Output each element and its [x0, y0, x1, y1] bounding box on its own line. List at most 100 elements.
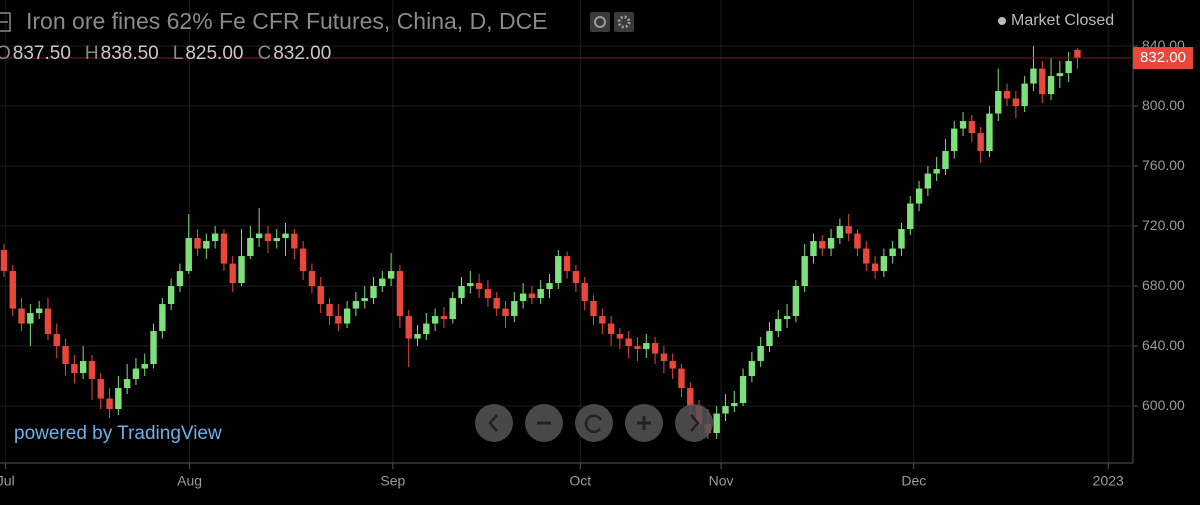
- candle-body: [924, 173, 932, 189]
- candle-body: [308, 271, 316, 287]
- y-tick-label: 640.00: [1142, 337, 1185, 353]
- candle-body: [1030, 68, 1037, 84]
- candle-body: [1021, 83, 1028, 107]
- scroll-right-button[interactable]: [675, 404, 713, 442]
- candle-body: [458, 286, 465, 299]
- y-tick-label: 600.00: [1142, 397, 1185, 413]
- candle-body: [651, 343, 659, 354]
- candle-body: [35, 308, 43, 314]
- candle-body: [854, 233, 861, 249]
- candle-body: [775, 319, 782, 332]
- candle-body: [915, 188, 923, 204]
- candle-body: [907, 203, 914, 230]
- candle-body: [625, 338, 632, 347]
- candle-body: [255, 233, 263, 239]
- candle-body: [555, 256, 562, 284]
- last-price-label: 832.00: [1140, 49, 1186, 66]
- status-dot: [998, 17, 1006, 25]
- candle-body: [669, 361, 676, 369]
- candle-body: [1039, 68, 1046, 95]
- candle-body: [176, 271, 184, 287]
- candle-body: [167, 286, 175, 305]
- candle-body: [414, 334, 421, 339]
- candle-body: [475, 283, 483, 290]
- candle-body: [159, 304, 166, 332]
- candle-body: [423, 323, 430, 335]
- candle-body: [1047, 76, 1055, 95]
- candle-body: [238, 256, 245, 284]
- candle-body: [299, 248, 307, 272]
- chart-title: Iron ore fines 62% Fe CFR Futures, China…: [26, 8, 548, 34]
- candle-body: [933, 169, 940, 174]
- candle-body: [748, 361, 756, 377]
- candle-body: [1003, 91, 1011, 99]
- candle-body: [79, 361, 87, 374]
- candle-body: [396, 271, 404, 317]
- x-tick-label: Jul: [0, 473, 15, 489]
- candle-body: [115, 388, 122, 410]
- candle-body: [317, 286, 324, 305]
- candle-body: [660, 353, 668, 362]
- candle-body: [995, 91, 1002, 114]
- candle-body: [229, 263, 236, 284]
- reset-icon: [584, 414, 603, 434]
- candle-body: [599, 316, 606, 324]
- candle-body: [211, 233, 219, 242]
- x-tick-label: Nov: [709, 473, 734, 489]
- scroll-left-button[interactable]: [475, 404, 513, 442]
- candle-body: [827, 238, 835, 249]
- candle-body: [18, 308, 25, 324]
- candle-body: [959, 121, 967, 129]
- ohlc-key: O: [0, 43, 11, 64]
- candle-body: [502, 308, 509, 317]
- reset-button[interactable]: [575, 404, 613, 442]
- watermark: powered by TradingView: [14, 423, 222, 444]
- candle-body: [88, 361, 96, 380]
- candle-body: [150, 331, 157, 365]
- candle-body: [836, 226, 844, 239]
- ohlc-value: 837.50: [13, 43, 71, 64]
- ohlc-key: L: [173, 43, 184, 64]
- chevron-right: [690, 414, 700, 432]
- collapse-icon[interactable]: [0, 12, 11, 32]
- candle-body: [687, 388, 694, 407]
- candle-body: [71, 364, 78, 374]
- candle-body: [194, 238, 201, 249]
- candle-body: [185, 238, 192, 272]
- candle-body: [387, 271, 395, 279]
- candle-body: [291, 233, 298, 249]
- settings-button[interactable]: [614, 12, 634, 32]
- last-price-tag: [1133, 47, 1193, 70]
- candle-body: [44, 308, 52, 335]
- candle-body: [783, 316, 791, 320]
- candle-body: [9, 271, 16, 309]
- candle-body: [616, 334, 624, 339]
- eye-icon: [594, 16, 606, 28]
- nav-buttons: [475, 404, 713, 442]
- candle-body: [537, 289, 544, 299]
- visibility-button[interactable]: [590, 12, 610, 32]
- candle-body: [528, 293, 536, 299]
- candle-body: [405, 316, 412, 339]
- candle-body: [370, 286, 377, 299]
- candle-body: [810, 241, 817, 257]
- candle-body: [722, 406, 729, 414]
- candle-body: [731, 403, 738, 407]
- candle-body: [546, 283, 553, 290]
- candle-body: [634, 346, 641, 350]
- ohlc-value: 832.00: [273, 43, 331, 64]
- candle-body: [678, 368, 685, 389]
- candle-body: [1065, 61, 1072, 74]
- candle-body: [880, 256, 888, 272]
- x-tick-label: 2023: [1093, 473, 1124, 489]
- candle-body: [132, 368, 140, 380]
- market-status: Market Closed: [1011, 12, 1114, 29]
- candle-body: [739, 376, 747, 404]
- candle-body: [819, 241, 826, 249]
- candle-body: [845, 226, 852, 234]
- candle-body: [449, 298, 456, 320]
- y-tick-label: 760.00: [1142, 157, 1185, 173]
- candle-body: [440, 316, 448, 320]
- ohlc-value: 838.50: [101, 43, 159, 64]
- candle-body: [493, 298, 500, 309]
